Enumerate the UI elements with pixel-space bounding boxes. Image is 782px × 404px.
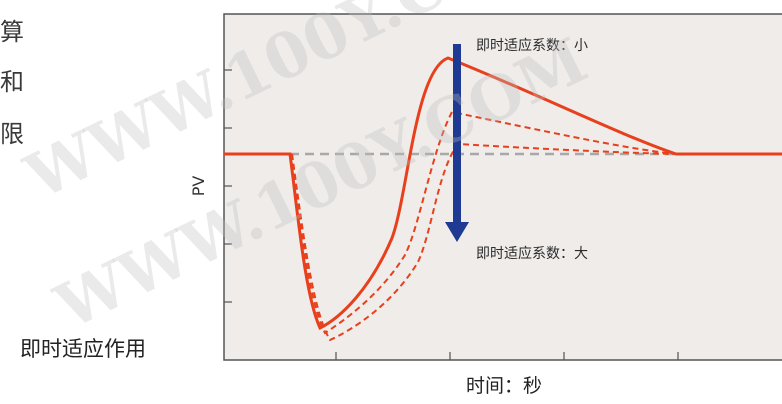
response-curve-medium (291, 110, 677, 335)
x-ticks (335, 352, 679, 360)
x-axis-label: 时间：秒 (466, 375, 542, 397)
annotation-small-coefficient: 即时适应系数：小 (476, 37, 588, 54)
side-char-2: 和 (0, 68, 24, 96)
annotation-large-coefficient: 即时适应系数：大 (476, 245, 588, 262)
y-axis-label: PV (189, 176, 208, 197)
side-char-3: 限 (0, 120, 24, 148)
left-caption: 即时适应作用 (20, 337, 146, 361)
response-curve-small (224, 56, 782, 331)
side-char-1: 算 (0, 18, 24, 46)
y-ticks (224, 69, 232, 303)
decrease-arrow (445, 44, 469, 242)
